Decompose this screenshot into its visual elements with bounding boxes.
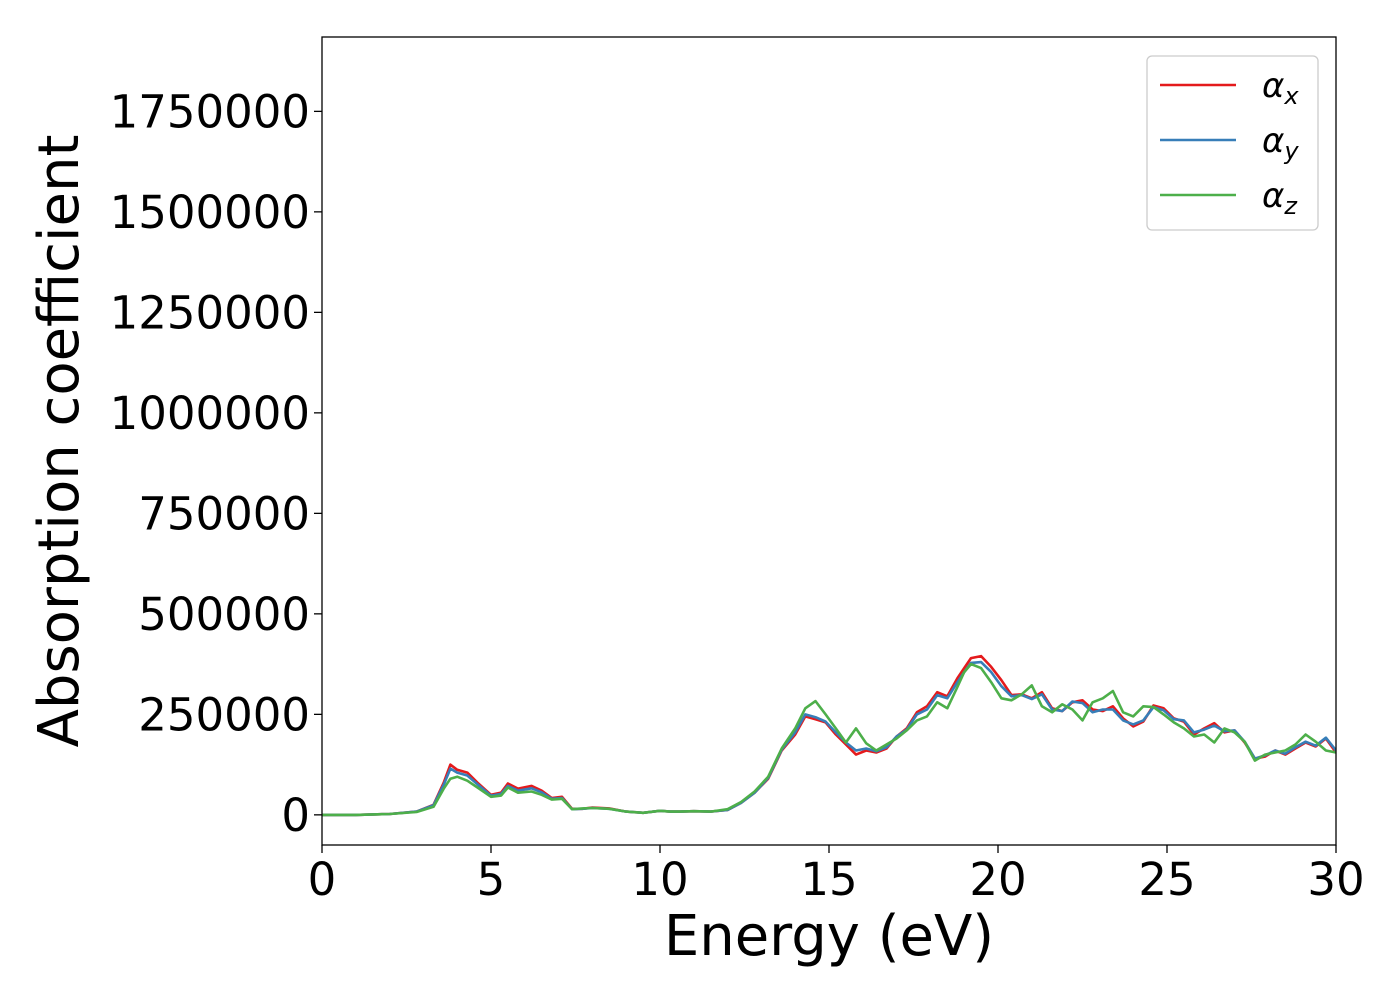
- y-tick-label: 1500000: [110, 186, 310, 239]
- series-line-z: [322, 662, 1336, 817]
- x-tick-label: 0: [308, 853, 337, 906]
- y-tick-label: 750000: [138, 487, 310, 540]
- legend-box: [1146, 55, 1319, 231]
- x-tick-label: 10: [631, 853, 688, 906]
- x-tick-label: 5: [477, 853, 506, 906]
- legend-label-z: αz: [1262, 176, 1298, 220]
- x-axis-ticks: 0 5 10 15 20 25 30: [308, 845, 1365, 906]
- y-axis-ticks: 0 250000 500000 750000 1000000 1250000 1500000…: [110, 85, 322, 842]
- legend-label-x: αx: [1262, 66, 1299, 110]
- x-tick-label: 25: [1138, 853, 1195, 906]
- y-tick-label: 1000000: [110, 387, 310, 440]
- x-axis-title: Energy (eV): [664, 904, 994, 969]
- x-tick-label: 20: [969, 853, 1026, 906]
- y-tick-label: 1250000: [110, 286, 310, 339]
- y-tick-label: 1750000: [110, 85, 310, 138]
- y-axis-title: Absorption coefficient: [27, 135, 92, 748]
- series-lines: [322, 654, 1336, 817]
- y-tick-label: 250000: [138, 688, 310, 741]
- x-tick-label: 30: [1307, 853, 1364, 906]
- legend-label-y: αy: [1262, 121, 1299, 165]
- x-tick-label: 15: [800, 853, 857, 906]
- y-tick-label: 500000: [138, 588, 310, 641]
- legend: αx αy αz: [1146, 55, 1319, 231]
- y-tick-label: 0: [281, 789, 310, 842]
- series-line-y: [322, 660, 1336, 817]
